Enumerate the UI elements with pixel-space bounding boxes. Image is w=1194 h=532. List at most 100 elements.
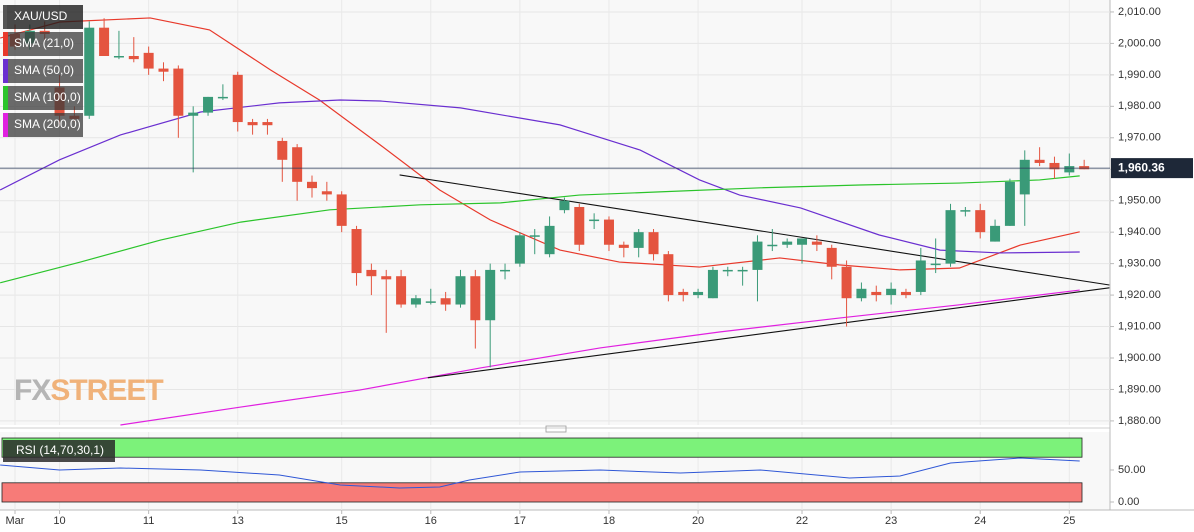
legend-title: RSI (14,70,30,1) bbox=[16, 443, 104, 457]
y-tick-label: 1,920.00 bbox=[1118, 289, 1161, 301]
candle-body bbox=[440, 298, 451, 305]
candle-body bbox=[1064, 166, 1075, 173]
candle-body bbox=[1049, 162, 1060, 170]
candle-body bbox=[1004, 181, 1015, 226]
resize-handle[interactable] bbox=[545, 425, 567, 433]
x-tick-label: 22 bbox=[796, 515, 808, 527]
main-panel bbox=[0, 0, 1110, 425]
x-tick-label: 23 bbox=[885, 515, 897, 527]
line-series bbox=[120, 289, 1080, 426]
candle-body bbox=[306, 181, 317, 189]
candle-body bbox=[351, 229, 362, 274]
trendline bbox=[399, 174, 1110, 286]
candle-body bbox=[232, 74, 243, 123]
candle-body bbox=[410, 298, 421, 305]
last-price-label: 1,960.36 bbox=[1118, 160, 1165, 174]
candle-body bbox=[693, 291, 704, 296]
candle-body bbox=[84, 27, 95, 116]
legend-swatch bbox=[3, 86, 8, 110]
x-tick-label: 16 bbox=[425, 515, 437, 527]
candle-body bbox=[113, 55, 124, 58]
y-tick-label: 1,900.00 bbox=[1118, 352, 1161, 364]
line-series bbox=[0, 457, 1080, 489]
candle-body bbox=[470, 276, 481, 321]
legend-label: SMA (200,0) bbox=[14, 117, 81, 131]
candle-body bbox=[618, 244, 629, 248]
legend-box bbox=[3, 113, 83, 137]
rsi-band bbox=[1, 482, 1083, 503]
legend-box bbox=[3, 86, 83, 110]
legend-title: XAU/USD bbox=[14, 9, 68, 23]
legend-label: SMA (21,0) bbox=[14, 36, 74, 50]
candle-body bbox=[1079, 166, 1090, 170]
y-tick-label: 2,000.00 bbox=[1118, 37, 1161, 49]
candle-body bbox=[1019, 159, 1030, 195]
candle-body bbox=[544, 225, 555, 255]
line-series bbox=[0, 17, 1080, 271]
candle-body bbox=[188, 112, 199, 116]
candle-body bbox=[841, 266, 852, 299]
x-tick-label: 10 bbox=[53, 515, 65, 527]
candle-body bbox=[915, 260, 926, 292]
x-tick-label: 20 bbox=[692, 515, 704, 527]
y-tick-label: 1,980.00 bbox=[1118, 100, 1161, 112]
y-tick-label: 1,950.00 bbox=[1118, 195, 1161, 207]
last-price-box bbox=[1111, 158, 1193, 179]
candle-body bbox=[871, 291, 882, 296]
candle-body bbox=[559, 200, 570, 211]
legend-swatch bbox=[3, 59, 8, 83]
legend-box bbox=[3, 440, 115, 462]
candle-body bbox=[217, 96, 228, 99]
candle-body bbox=[203, 96, 214, 113]
legend-label: SMA (100,0) bbox=[14, 90, 81, 104]
candle-body bbox=[782, 241, 793, 245]
candle-body bbox=[321, 191, 332, 195]
watermark: FXSTREET bbox=[14, 374, 163, 407]
candle-body bbox=[589, 219, 600, 222]
candle-body bbox=[707, 269, 718, 299]
candle-body bbox=[128, 55, 139, 60]
x-tick-label: Mar bbox=[6, 515, 25, 527]
x-tick-label: 13 bbox=[232, 515, 244, 527]
candle-body bbox=[381, 276, 392, 280]
y-tick-label: 1,880.00 bbox=[1118, 415, 1161, 427]
trendline bbox=[427, 287, 1110, 379]
candle-body bbox=[975, 210, 986, 233]
candle-body bbox=[752, 241, 763, 270]
candle-body bbox=[247, 122, 258, 126]
candle-body bbox=[529, 235, 540, 237]
y-tick-label: 1,990.00 bbox=[1118, 69, 1161, 81]
x-tick-label: 25 bbox=[1063, 515, 1075, 527]
x-tick-label: 18 bbox=[603, 515, 615, 527]
candle-body bbox=[396, 276, 407, 305]
legend-swatch bbox=[3, 5, 7, 29]
candle-body bbox=[900, 291, 911, 296]
candle-body bbox=[930, 263, 941, 266]
candle-body bbox=[811, 241, 822, 245]
x-tick-label: 11 bbox=[143, 515, 154, 527]
candle-body bbox=[485, 269, 496, 321]
legend-box bbox=[3, 59, 83, 83]
legend-box bbox=[3, 5, 83, 29]
candle-body bbox=[737, 269, 748, 272]
candle-body bbox=[945, 210, 956, 264]
candle-body bbox=[603, 219, 614, 245]
candle-body bbox=[826, 247, 837, 267]
candle-body bbox=[856, 288, 867, 299]
y-tick-label: 1,910.00 bbox=[1118, 320, 1161, 332]
candle-body bbox=[990, 225, 1001, 242]
candle-body bbox=[514, 235, 525, 264]
candle-body bbox=[722, 269, 733, 272]
candle-body bbox=[425, 301, 436, 303]
candle-body bbox=[366, 269, 377, 277]
candle-body bbox=[574, 206, 585, 245]
legend-swatch bbox=[3, 113, 8, 137]
y-tick-label: 1,930.00 bbox=[1118, 258, 1161, 270]
legend-box bbox=[3, 32, 83, 56]
y-tick-label: 2,010.00 bbox=[1118, 6, 1161, 18]
candle-body bbox=[1034, 159, 1045, 163]
candle-body bbox=[336, 194, 347, 226]
candle-body bbox=[277, 140, 288, 160]
